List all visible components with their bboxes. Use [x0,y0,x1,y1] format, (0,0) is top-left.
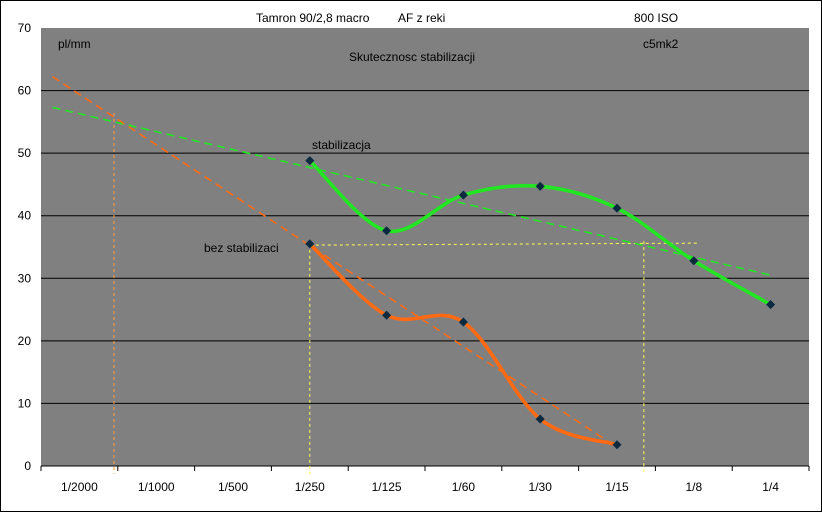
chart-title: Skutecznosc stabilizacji [349,50,475,64]
x-tick-1-1000: 1/1000 [138,480,175,494]
trendlines [52,76,771,448]
series-1-point-4 [612,440,622,450]
x-tick-1-250: 1/250 [295,480,325,494]
y-tick-50: 50 [18,146,32,160]
y-tick-10: 10 [18,396,32,410]
header-iso: 800 ISO [634,11,678,25]
y-tick-70: 70 [18,21,32,35]
x-tick-1-30: 1/30 [529,480,553,494]
guide-lines [113,113,698,474]
series-label-bez-stabilizaci: bez stabilizaci [204,241,279,255]
camera-label: c5mk2 [643,37,679,51]
series-0-point-6 [766,300,776,310]
x-tick-1-15: 1/15 [605,480,629,494]
trendline-1 [52,76,618,448]
header-af-mode: AF z reki [398,11,445,25]
x-tick-1-125: 1/125 [372,480,402,494]
x-tick-1-2000: 1/2000 [61,480,98,494]
y-tick-labels: 0 10 20 30 40 50 60 70 [18,21,32,473]
y-tick-40: 40 [18,209,32,223]
x-tick-1-4: 1/4 [762,480,779,494]
series-1-point-0 [305,239,315,249]
series-0-point-2 [458,190,468,200]
trendline-0 [52,106,771,276]
y-tick-20: 20 [18,334,32,348]
guide-horizontal [309,242,698,246]
gridlines [40,90,810,471]
y-tick-0: 0 [24,459,31,473]
x-tick-labels: 1/2000 1/1000 1/500 1/250 1/125 1/60 1/30 1/15 1… [61,480,779,494]
x-tick-1-500: 1/500 [218,480,248,494]
series-label-stabilizacja: stabilizacja [312,138,371,152]
y-unit-label: pl/mm [58,37,91,51]
x-tick-1-8: 1/8 [685,480,702,494]
x-tick-1-60: 1/60 [452,480,476,494]
header-lens: Tamron 90/2,8 macro [256,11,370,25]
y-tick-30: 30 [18,271,32,285]
plot-area [41,28,809,466]
y-tick-60: 60 [18,84,32,98]
series-0-point-0 [305,156,315,166]
